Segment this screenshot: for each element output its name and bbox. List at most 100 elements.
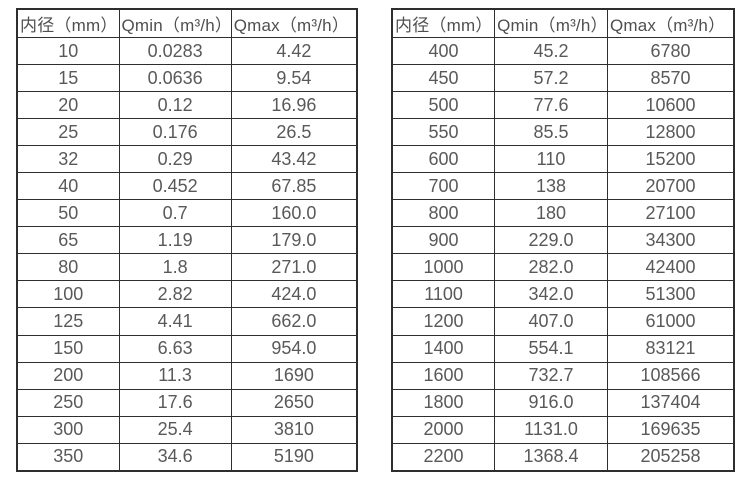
table-cell: 600 — [391, 145, 496, 174]
table-cell: 1131.0 — [494, 415, 608, 444]
table-cell: 2000 — [391, 415, 496, 444]
table-cell: 900 — [391, 226, 496, 255]
table-cell: 15200 — [606, 145, 735, 174]
table-cell: 0.176 — [118, 118, 232, 147]
table-row: 1000 282.0 42400 — [391, 253, 735, 282]
table-cell: 16.96 — [230, 91, 358, 120]
table-cell: 15 — [16, 64, 120, 93]
table-cell: 180 — [494, 199, 608, 228]
column-header: Qmin（m³/h） — [494, 8, 608, 38]
table-cell: 200 — [16, 361, 120, 390]
table-cell: 250 — [16, 388, 120, 417]
table-cell: 45.2 — [494, 36, 608, 66]
table-cell: 1200 — [391, 307, 496, 336]
table-cell: 65 — [16, 226, 120, 255]
table-cell: 205258 — [606, 442, 735, 472]
table-row: 10 0.0283 4.42 — [16, 36, 358, 66]
table-cell: 11.3 — [118, 361, 232, 390]
table-cell: 954.0 — [230, 334, 358, 363]
table-row: 300 25.4 3810 — [16, 415, 358, 444]
table-cell: 43.42 — [230, 145, 358, 174]
table-cell: 0.7 — [118, 199, 232, 228]
table-cell: 400 — [391, 36, 496, 66]
table-cell: 0.0636 — [118, 64, 232, 93]
table-cell: 51300 — [606, 280, 735, 309]
table-row: 65 1.19 179.0 — [16, 226, 358, 255]
table-row: 350 34.6 5190 — [16, 442, 358, 472]
table-cell: 42400 — [606, 253, 735, 282]
table-cell: 125 — [16, 307, 120, 336]
table-cell: 8570 — [606, 64, 735, 93]
table-cell: 169635 — [606, 415, 735, 444]
table-row: 2200 1368.4 205258 — [391, 442, 735, 472]
table-cell: 34300 — [606, 226, 735, 255]
table-cell: 1100 — [391, 280, 496, 309]
table-cell: 282.0 — [494, 253, 608, 282]
table-cell: 12800 — [606, 118, 735, 147]
table-body: 10 0.0283 4.42 15 0.0636 9.54 20 0.12 16.96 25 0.1… — [16, 36, 358, 472]
table-cell: 2650 — [230, 388, 358, 417]
flow-rate-table-large-diameters: 内径（mm） Qmin（m³/h） Qmax（m³/h） 400 45.2 6780 45… — [391, 8, 735, 472]
table-row: 800 180 27100 — [391, 199, 735, 228]
table-cell: 10 — [16, 36, 120, 66]
table-body: 400 45.2 6780 450 57.2 8570 500 77.6 10600 550 85.… — [391, 36, 735, 472]
table-cell: 0.452 — [118, 172, 232, 201]
table-cell: 50 — [16, 199, 120, 228]
table-row: 1100 342.0 51300 — [391, 280, 735, 309]
table-cell: 32 — [16, 145, 120, 174]
table-row: 700 138 20700 — [391, 172, 735, 201]
table-cell: 34.6 — [118, 442, 232, 472]
table-cell: 10600 — [606, 91, 735, 120]
table-row: 50 0.7 160.0 — [16, 199, 358, 228]
table-cell: 0.12 — [118, 91, 232, 120]
table-cell: 5190 — [230, 442, 358, 472]
table-cell: 342.0 — [494, 280, 608, 309]
table-row: 20 0.12 16.96 — [16, 91, 358, 120]
table-cell: 150 — [16, 334, 120, 363]
table-cell: 83121 — [606, 334, 735, 363]
table-cell: 550 — [391, 118, 496, 147]
table-cell: 662.0 — [230, 307, 358, 336]
table-cell: 1.8 — [118, 253, 232, 282]
table-cell: 0.29 — [118, 145, 232, 174]
table-cell: 450 — [391, 64, 496, 93]
header-row: 内径（mm） Qmin（m³/h） Qmax（m³/h） — [391, 8, 735, 38]
table-row: 125 4.41 662.0 — [16, 307, 358, 336]
table-cell: 271.0 — [230, 253, 358, 282]
table-row: 1600 732.7 108566 — [391, 361, 735, 390]
table-cell: 85.5 — [494, 118, 608, 147]
table-cell: 3810 — [230, 415, 358, 444]
flow-rate-table-small-diameters: 内径（mm） Qmin（m³/h） Qmax（m³/h） 10 0.0283 4.42 1… — [16, 8, 358, 472]
header-row: 内径（mm） Qmin（m³/h） Qmax（m³/h） — [16, 8, 358, 38]
table-cell: 160.0 — [230, 199, 358, 228]
table-cell: 0.0283 — [118, 36, 232, 66]
table-row: 900 229.0 34300 — [391, 226, 735, 255]
table-row: 400 45.2 6780 — [391, 36, 735, 66]
table-row: 80 1.8 271.0 — [16, 253, 358, 282]
table-cell: 1800 — [391, 388, 496, 417]
table-cell: 67.85 — [230, 172, 358, 201]
table-cell: 6.63 — [118, 334, 232, 363]
table-row: 100 2.82 424.0 — [16, 280, 358, 309]
table-cell: 407.0 — [494, 307, 608, 336]
table-row: 25 0.176 26.5 — [16, 118, 358, 147]
table-row: 550 85.5 12800 — [391, 118, 735, 147]
table-cell: 25.4 — [118, 415, 232, 444]
table-cell: 77.6 — [494, 91, 608, 120]
table-row: 15 0.0636 9.54 — [16, 64, 358, 93]
table-cell: 137404 — [606, 388, 735, 417]
table-cell: 6780 — [606, 36, 735, 66]
table-row: 1400 554.1 83121 — [391, 334, 735, 363]
table-cell: 800 — [391, 199, 496, 228]
table-cell: 1600 — [391, 361, 496, 390]
column-header: 内径（mm） — [391, 8, 496, 38]
table-row: 200 11.3 1690 — [16, 361, 358, 390]
table-cell: 100 — [16, 280, 120, 309]
table-cell: 916.0 — [494, 388, 608, 417]
table-row: 500 77.6 10600 — [391, 91, 735, 120]
table-cell: 108566 — [606, 361, 735, 390]
table-cell: 25 — [16, 118, 120, 147]
table-cell: 20 — [16, 91, 120, 120]
table-cell: 500 — [391, 91, 496, 120]
table-cell: 27100 — [606, 199, 735, 228]
